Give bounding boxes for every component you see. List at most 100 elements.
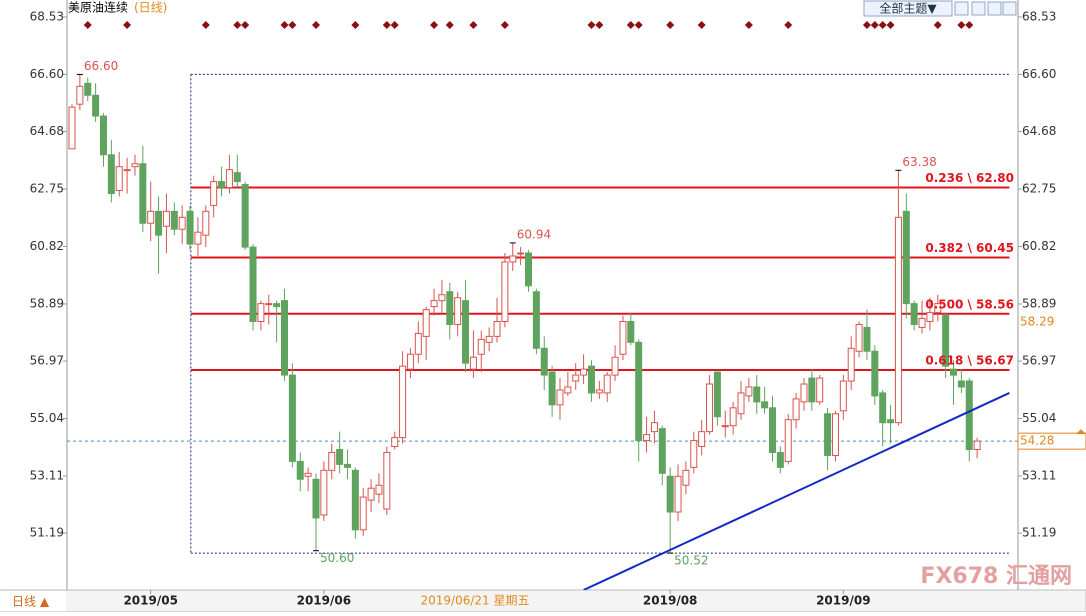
candle-body <box>194 231 202 245</box>
plot <box>67 73 1018 590</box>
annotation-label: 63.38 <box>902 155 936 169</box>
candle-body <box>509 255 517 263</box>
candle-body <box>918 318 926 328</box>
event-marker <box>280 21 289 29</box>
event-marker <box>697 21 706 29</box>
crosshair-price: 58.29 <box>1020 314 1054 328</box>
candle-body <box>430 300 438 308</box>
candle-body <box>863 326 871 352</box>
candle-body <box>288 374 296 462</box>
event-marker <box>957 21 966 29</box>
candle-body <box>808 377 816 403</box>
candle-body <box>296 460 304 480</box>
tool-button[interactable] <box>1002 1 1017 16</box>
candle-body <box>525 252 532 287</box>
candle-body <box>186 210 194 245</box>
candle-body <box>336 448 344 465</box>
chart-title: 美原油连续 <box>68 0 128 15</box>
y-tick-label-right: 58.89 <box>1022 296 1056 310</box>
y-tick-label: 56.97 <box>30 354 64 368</box>
candle-body <box>800 383 808 403</box>
candle-body <box>666 475 674 513</box>
candle-body <box>942 315 950 367</box>
theme-button[interactable] <box>863 0 953 17</box>
tool-button[interactable] <box>971 1 986 16</box>
candle-body <box>698 431 706 448</box>
event-marker <box>201 21 210 29</box>
event-marker <box>351 21 360 29</box>
event-marker <box>83 21 92 29</box>
candle-body <box>343 463 351 468</box>
candle-body <box>784 419 792 462</box>
candle-body <box>540 347 548 376</box>
candle-body <box>934 303 942 314</box>
candle-body <box>107 154 115 194</box>
event-marker <box>233 21 242 29</box>
y-tick-label: 64.68 <box>30 124 64 138</box>
candle-body <box>532 291 540 349</box>
candle-body <box>855 323 863 352</box>
candle-body <box>611 356 619 376</box>
candle-body <box>375 484 383 495</box>
crosshair-date: 2019/06/21 星期五 <box>421 594 530 608</box>
candle-body <box>84 82 92 96</box>
event-marker <box>390 21 399 29</box>
candle-body <box>721 425 729 428</box>
tool-button[interactable] <box>954 1 969 16</box>
candle-body <box>556 389 564 406</box>
candle-body <box>414 332 422 355</box>
fib-label: 0.618 \ 56.67 <box>925 354 1014 368</box>
annotation-label: 50.60 <box>320 551 354 565</box>
y-tick-label: 66.60 <box>30 67 64 81</box>
y-tick-label-right: 64.68 <box>1022 124 1056 138</box>
event-marker <box>241 21 250 29</box>
event-marker <box>784 21 793 29</box>
candle-body <box>485 335 493 343</box>
theme-button-label[interactable]: 全部主题▼ <box>879 1 937 16</box>
candle-body <box>225 169 233 189</box>
event-marker <box>595 21 604 29</box>
candle-body <box>658 428 666 474</box>
event-marker <box>862 21 871 29</box>
candle-body <box>477 338 485 355</box>
candle-body <box>76 85 84 105</box>
x-tick-label: 2019/06 <box>297 594 351 608</box>
y-tick-label: 55.04 <box>30 411 64 425</box>
candle-body <box>619 320 627 355</box>
candle-body <box>241 184 249 248</box>
y-tick-label: 58.89 <box>30 296 64 310</box>
candle-body <box>965 380 973 450</box>
candle-body <box>469 356 477 370</box>
period-label[interactable]: 日线 ▲ <box>12 595 50 609</box>
candle-body <box>265 303 273 306</box>
candle-body <box>706 383 714 433</box>
tool-button[interactable] <box>987 1 1002 16</box>
candle-body <box>273 303 281 308</box>
period-box[interactable] <box>0 591 66 611</box>
candle-body <box>92 94 100 117</box>
event-marker <box>878 21 887 29</box>
candle-body <box>824 413 832 456</box>
candle-body <box>123 169 131 172</box>
candle-body <box>391 437 399 448</box>
chart-subtitle: (日线) <box>134 1 167 15</box>
event-marker <box>587 21 596 29</box>
candle-body <box>422 309 430 337</box>
y-tick-label-right: 51.19 <box>1022 526 1056 540</box>
x-tick-label: 2019/08 <box>643 594 697 608</box>
event-marker <box>469 21 478 29</box>
candle-body <box>902 210 910 305</box>
y-tick-label: 51.19 <box>30 526 64 540</box>
candle-body <box>328 451 336 471</box>
candle-body <box>115 166 123 192</box>
candle-body <box>139 163 147 224</box>
candle-body <box>643 434 651 442</box>
event-marker <box>666 21 675 29</box>
y-tick-label: 53.11 <box>30 468 64 482</box>
candle-body <box>831 413 839 456</box>
candle-body <box>871 350 879 397</box>
event-marker <box>311 21 320 29</box>
candle-body <box>587 365 595 394</box>
y-tick-label-right: 53.11 <box>1022 468 1056 482</box>
